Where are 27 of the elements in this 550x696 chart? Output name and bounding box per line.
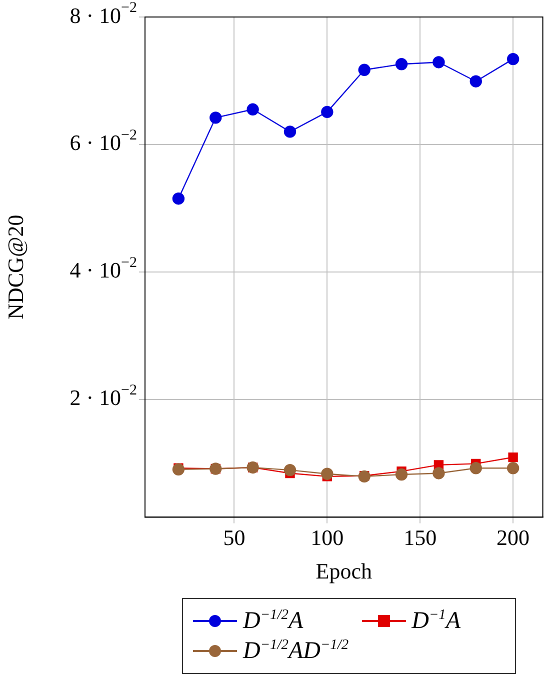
point [172,192,185,205]
y-axis-title: NDCG@20 [2,214,28,320]
point [470,75,482,88]
x-tick-label: 150 [404,525,437,550]
point [321,468,334,480]
point [284,464,296,476]
legend-label: D$^{−1}$A [412,607,461,635]
point [321,106,334,118]
x-tick-label: 200 [496,525,530,550]
x-tick-label: 100 [310,525,344,550]
point [508,452,518,462]
point [210,112,222,124]
legend-label: D$^{−1/2}$A [243,607,304,635]
point [432,467,445,480]
point [284,126,296,138]
point [395,58,408,70]
point [358,64,370,76]
point [506,462,520,474]
point [246,103,259,116]
point [506,52,520,66]
x-axis-title: Epoch [316,558,372,584]
point [432,56,445,68]
point [172,463,185,476]
point [395,468,408,481]
legend-label: D$^{−1/2}$AD$^{−1/2}$ [243,637,349,665]
x-tick-label: 50 [223,525,246,550]
point [470,462,482,474]
